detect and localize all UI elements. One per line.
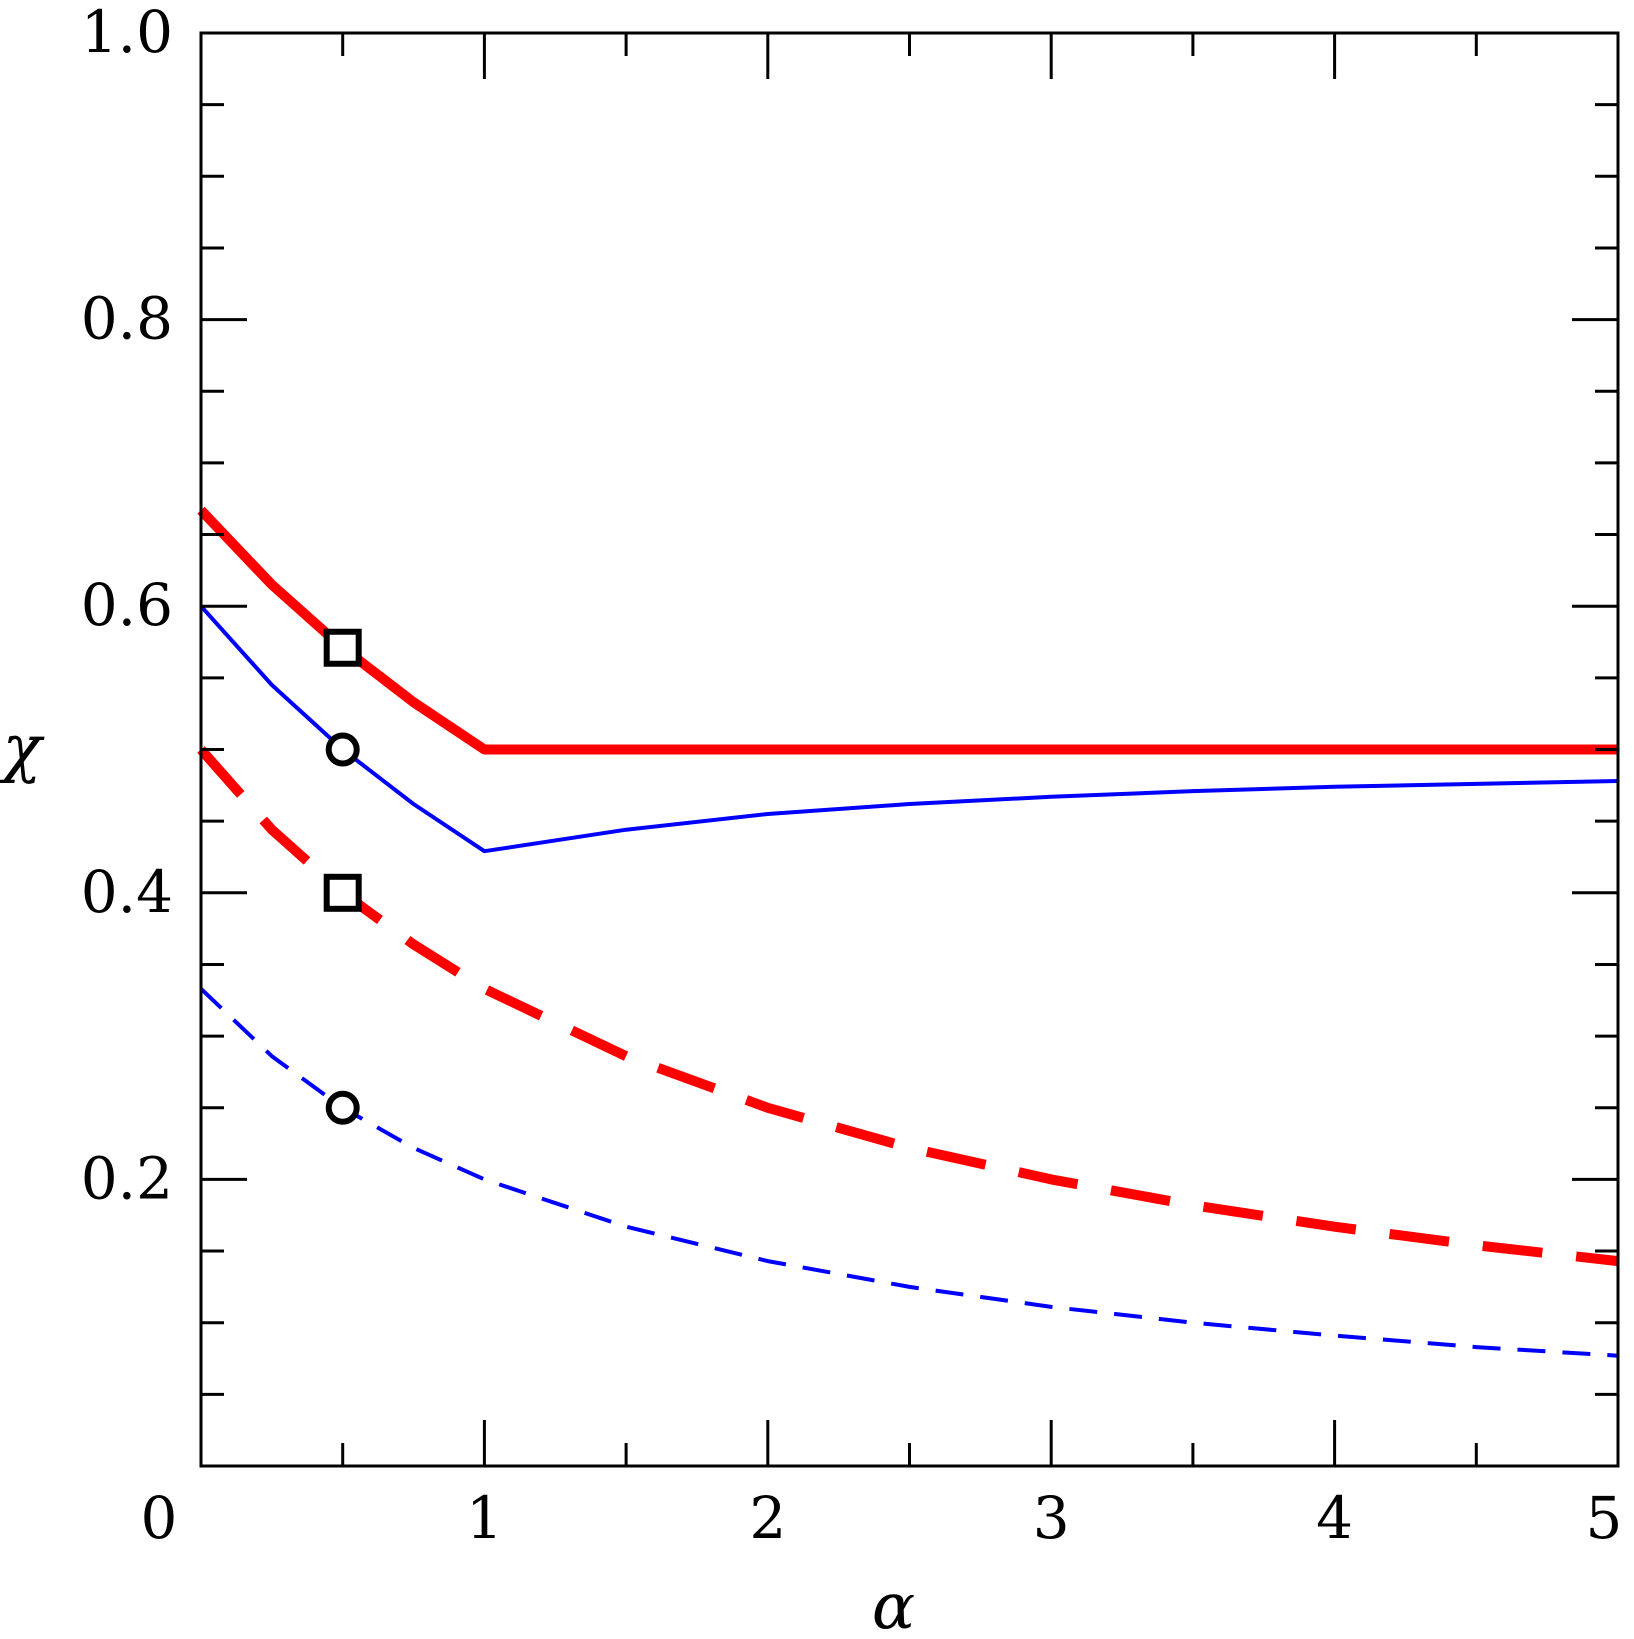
- plot-frame: [199, 31, 1620, 1468]
- y-tick-label: 0.6: [81, 571, 173, 639]
- x-tick-label: 0: [141, 1484, 178, 1552]
- x-tick-label: 1: [466, 1484, 503, 1552]
- x-tick-label: 3: [1033, 1484, 1070, 1552]
- x-tick-label: 4: [1316, 1484, 1353, 1552]
- y-tick-label: 0.4: [81, 858, 173, 926]
- marker-square-3: [323, 873, 362, 912]
- x-axis-label: α: [872, 1570, 915, 1639]
- y-tick-label: 1.0: [81, 0, 173, 66]
- marker-circle-2: [325, 732, 360, 767]
- x-tick-label: 5: [1586, 1484, 1623, 1552]
- marker-layer: [323, 628, 362, 1125]
- x-tick-label: 2: [749, 1484, 786, 1552]
- y-tick-label: 0.8: [81, 285, 173, 353]
- y-axis-label: χ: [0, 712, 45, 786]
- series-line-4: [199, 987, 1619, 1358]
- marker-circle-4: [325, 1090, 360, 1125]
- series-line-3: [197, 746, 1619, 1267]
- y-tick-label: 0.2: [81, 1144, 173, 1212]
- series-layer: [197, 506, 1619, 1358]
- series-line-1: [197, 506, 1618, 755]
- series-line-2: [199, 604, 1619, 854]
- label-layer: 0 1 2 3 4 5 0.2 0.4 0.6 0.8 1.0: [81, 0, 1623, 1552]
- marker-square-1: [323, 628, 362, 667]
